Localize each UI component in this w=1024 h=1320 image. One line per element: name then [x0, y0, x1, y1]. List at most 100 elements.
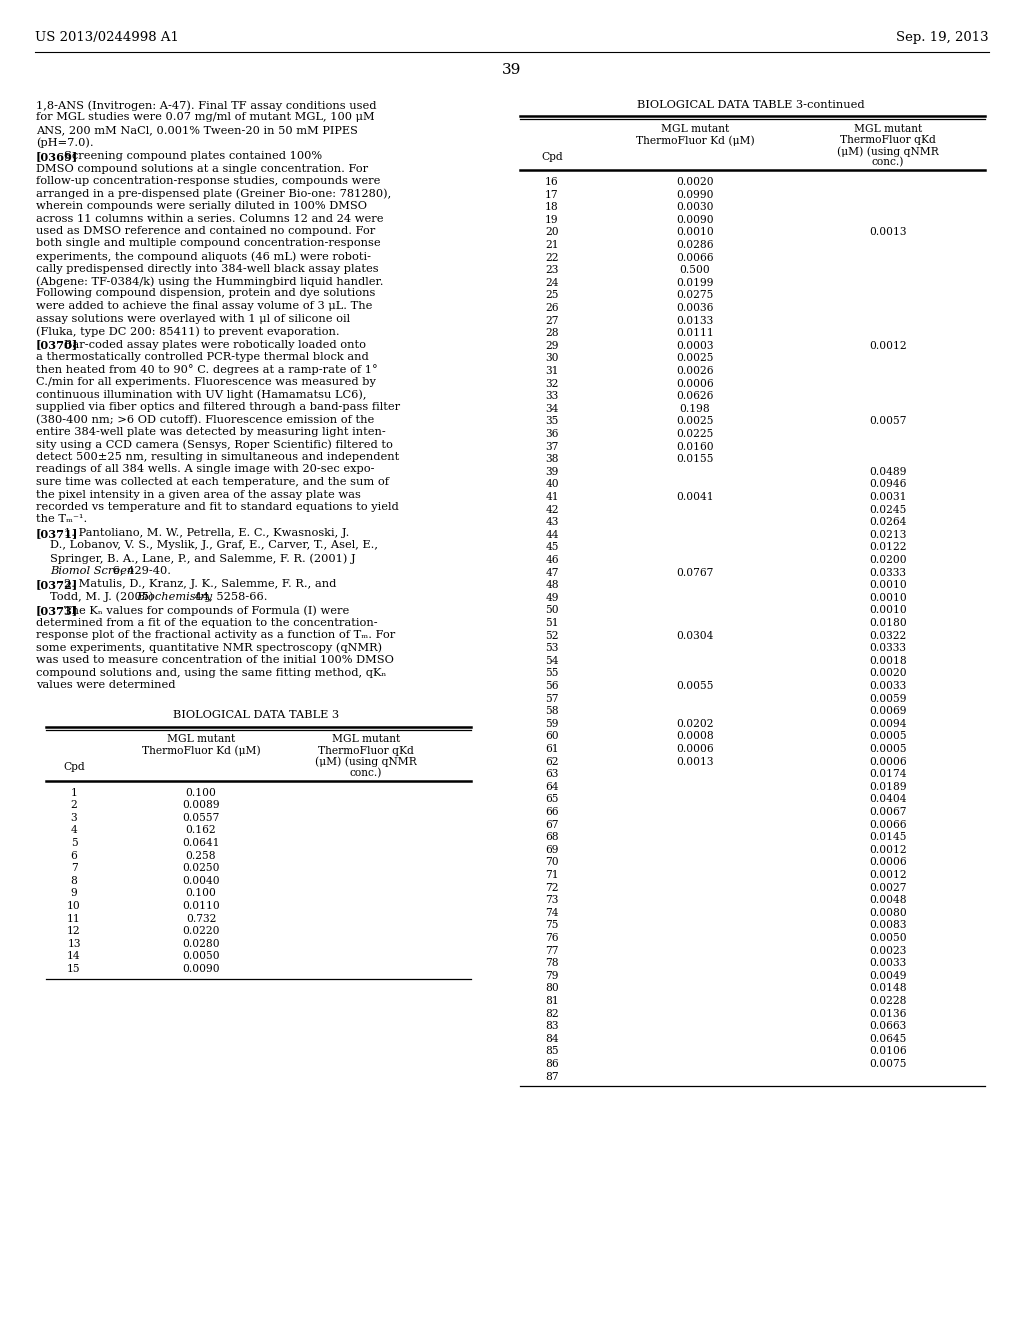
Text: 0.0174: 0.0174 [869, 770, 906, 779]
Text: 0.0055: 0.0055 [676, 681, 714, 690]
Text: 54: 54 [545, 656, 559, 665]
Text: 4: 4 [71, 825, 78, 836]
Text: US 2013/0244998 A1: US 2013/0244998 A1 [35, 32, 179, 45]
Text: 0.0083: 0.0083 [869, 920, 906, 931]
Text: arranged in a pre-dispensed plate (Greiner Bio-one: 781280),: arranged in a pre-dispensed plate (Grein… [36, 189, 391, 199]
Text: 24: 24 [545, 277, 559, 288]
Text: were added to achieve the final assay volume of 3 μL. The: were added to achieve the final assay vo… [36, 301, 373, 312]
Text: some experiments, quantitative NMR spectroscopy (qNMR): some experiments, quantitative NMR spect… [36, 643, 382, 653]
Text: experiments, the compound aliquots (46 mL) were roboti-: experiments, the compound aliquots (46 m… [36, 251, 371, 261]
Text: 0.500: 0.500 [680, 265, 711, 275]
Text: follow-up concentration-response studies, compounds were: follow-up concentration-response studies… [36, 176, 380, 186]
Text: 84: 84 [545, 1034, 559, 1044]
Text: 52: 52 [545, 631, 559, 640]
Text: 50: 50 [545, 606, 559, 615]
Text: 0.732: 0.732 [185, 913, 216, 924]
Text: Springer, B. A., Lane, P., and Salemme, F. R. (2001) J: Springer, B. A., Lane, P., and Salemme, … [50, 553, 355, 564]
Text: 19: 19 [545, 215, 559, 224]
Text: 0.0133: 0.0133 [677, 315, 714, 326]
Text: sure time was collected at each temperature, and the sum of: sure time was collected at each temperat… [36, 477, 389, 487]
Text: 37: 37 [546, 442, 559, 451]
Text: 0.258: 0.258 [185, 850, 216, 861]
Text: D., Lobanov, V. S., Myslik, J., Graf, E., Carver, T., Asel, E.,: D., Lobanov, V. S., Myslik, J., Graf, E.… [50, 540, 378, 550]
Text: 0.0006: 0.0006 [869, 756, 907, 767]
Text: [0371]: [0371] [36, 528, 79, 539]
Text: 75: 75 [545, 920, 559, 931]
Text: 0.0026: 0.0026 [676, 366, 714, 376]
Text: 0.0202: 0.0202 [676, 719, 714, 729]
Text: 0.0023: 0.0023 [869, 945, 906, 956]
Text: 0.0010: 0.0010 [869, 581, 907, 590]
Text: 14: 14 [68, 952, 81, 961]
Text: 0.0489: 0.0489 [869, 467, 906, 477]
Text: 40: 40 [545, 479, 559, 490]
Text: 0.0033: 0.0033 [869, 681, 906, 690]
Text: 63: 63 [546, 770, 559, 779]
Text: 7: 7 [71, 863, 78, 873]
Text: then heated from 40 to 90° C. degrees at a ramp-rate of 1°: then heated from 40 to 90° C. degrees at… [36, 364, 378, 375]
Text: 0.0220: 0.0220 [182, 927, 220, 936]
Text: 0.0041: 0.0041 [676, 492, 714, 502]
Text: 79: 79 [545, 970, 559, 981]
Text: 25: 25 [545, 290, 559, 301]
Text: [0370]: [0370] [36, 339, 78, 351]
Text: 0.0155: 0.0155 [676, 454, 714, 465]
Text: 22: 22 [545, 252, 559, 263]
Text: 0.0189: 0.0189 [869, 781, 907, 792]
Text: 0.0111: 0.0111 [676, 329, 714, 338]
Text: 0.0225: 0.0225 [676, 429, 714, 440]
Text: MGL mutant: MGL mutant [660, 124, 729, 135]
Text: a thermostatically controlled PCR-type thermal block and: a thermostatically controlled PCR-type t… [36, 352, 369, 362]
Text: compound solutions and, using the same fitting method, qKₙ: compound solutions and, using the same f… [36, 668, 386, 677]
Text: 26: 26 [545, 304, 559, 313]
Text: 53: 53 [546, 643, 559, 653]
Text: 0.0228: 0.0228 [869, 997, 906, 1006]
Text: (μM) (using qNMR: (μM) (using qNMR [838, 147, 939, 157]
Text: 0.0333: 0.0333 [869, 568, 906, 578]
Text: 76: 76 [545, 933, 559, 942]
Text: conc.): conc.) [871, 157, 904, 168]
Text: 12: 12 [68, 927, 81, 936]
Text: 3: 3 [71, 813, 78, 822]
Text: 0.0090: 0.0090 [676, 215, 714, 224]
Text: 0.0404: 0.0404 [869, 795, 906, 804]
Text: 43: 43 [546, 517, 559, 527]
Text: 29: 29 [545, 341, 559, 351]
Text: 77: 77 [545, 945, 559, 956]
Text: used as DMSO reference and contained no compound. For: used as DMSO reference and contained no … [36, 226, 375, 236]
Text: 0.0066: 0.0066 [676, 252, 714, 263]
Text: 11: 11 [68, 913, 81, 924]
Text: response plot of the fractional activity as a function of Tₘ. For: response plot of the fractional activity… [36, 630, 395, 640]
Text: 1. Pantoliano, M. W., Petrella, E. C., Kwasnoski, J.: 1. Pantoliano, M. W., Petrella, E. C., K… [63, 528, 349, 539]
Text: 87: 87 [545, 1072, 559, 1081]
Text: 44, 5258-66.: 44, 5258-66. [191, 591, 267, 602]
Text: 85: 85 [545, 1047, 559, 1056]
Text: 0.0075: 0.0075 [869, 1059, 906, 1069]
Text: 0.0027: 0.0027 [869, 883, 906, 892]
Text: 47: 47 [545, 568, 559, 578]
Text: MGL mutant: MGL mutant [167, 734, 236, 744]
Text: 67: 67 [545, 820, 559, 829]
Text: 0.0010: 0.0010 [869, 606, 907, 615]
Text: 0.0645: 0.0645 [869, 1034, 906, 1044]
Text: 49: 49 [545, 593, 559, 603]
Text: 0.198: 0.198 [680, 404, 711, 413]
Text: determined from a fit of the equation to the concentration-: determined from a fit of the equation to… [36, 618, 378, 627]
Text: 0.0199: 0.0199 [676, 277, 714, 288]
Text: 0.0025: 0.0025 [676, 416, 714, 426]
Text: 0.0641: 0.0641 [182, 838, 220, 847]
Text: entire 384-well plate was detected by measuring light inten-: entire 384-well plate was detected by me… [36, 426, 386, 437]
Text: 30: 30 [545, 354, 559, 363]
Text: 0.0025: 0.0025 [676, 354, 714, 363]
Text: ThermoFluor qKd: ThermoFluor qKd [840, 135, 936, 145]
Text: 0.0136: 0.0136 [869, 1008, 906, 1019]
Text: 0.0031: 0.0031 [869, 492, 906, 502]
Text: 20: 20 [545, 227, 559, 238]
Text: 0.0160: 0.0160 [676, 442, 714, 451]
Text: 8: 8 [71, 875, 78, 886]
Text: 2. Matulis, D., Kranz, J. K., Salemme, F. R., and: 2. Matulis, D., Kranz, J. K., Salemme, F… [63, 579, 336, 589]
Text: the pixel intensity in a given area of the assay plate was: the pixel intensity in a given area of t… [36, 490, 360, 499]
Text: MGL mutant: MGL mutant [854, 124, 923, 135]
Text: 0.0286: 0.0286 [676, 240, 714, 249]
Text: ANS, 200 mM NaCl, 0.001% Tween-20 in 50 mM PIPES: ANS, 200 mM NaCl, 0.001% Tween-20 in 50 … [36, 125, 357, 135]
